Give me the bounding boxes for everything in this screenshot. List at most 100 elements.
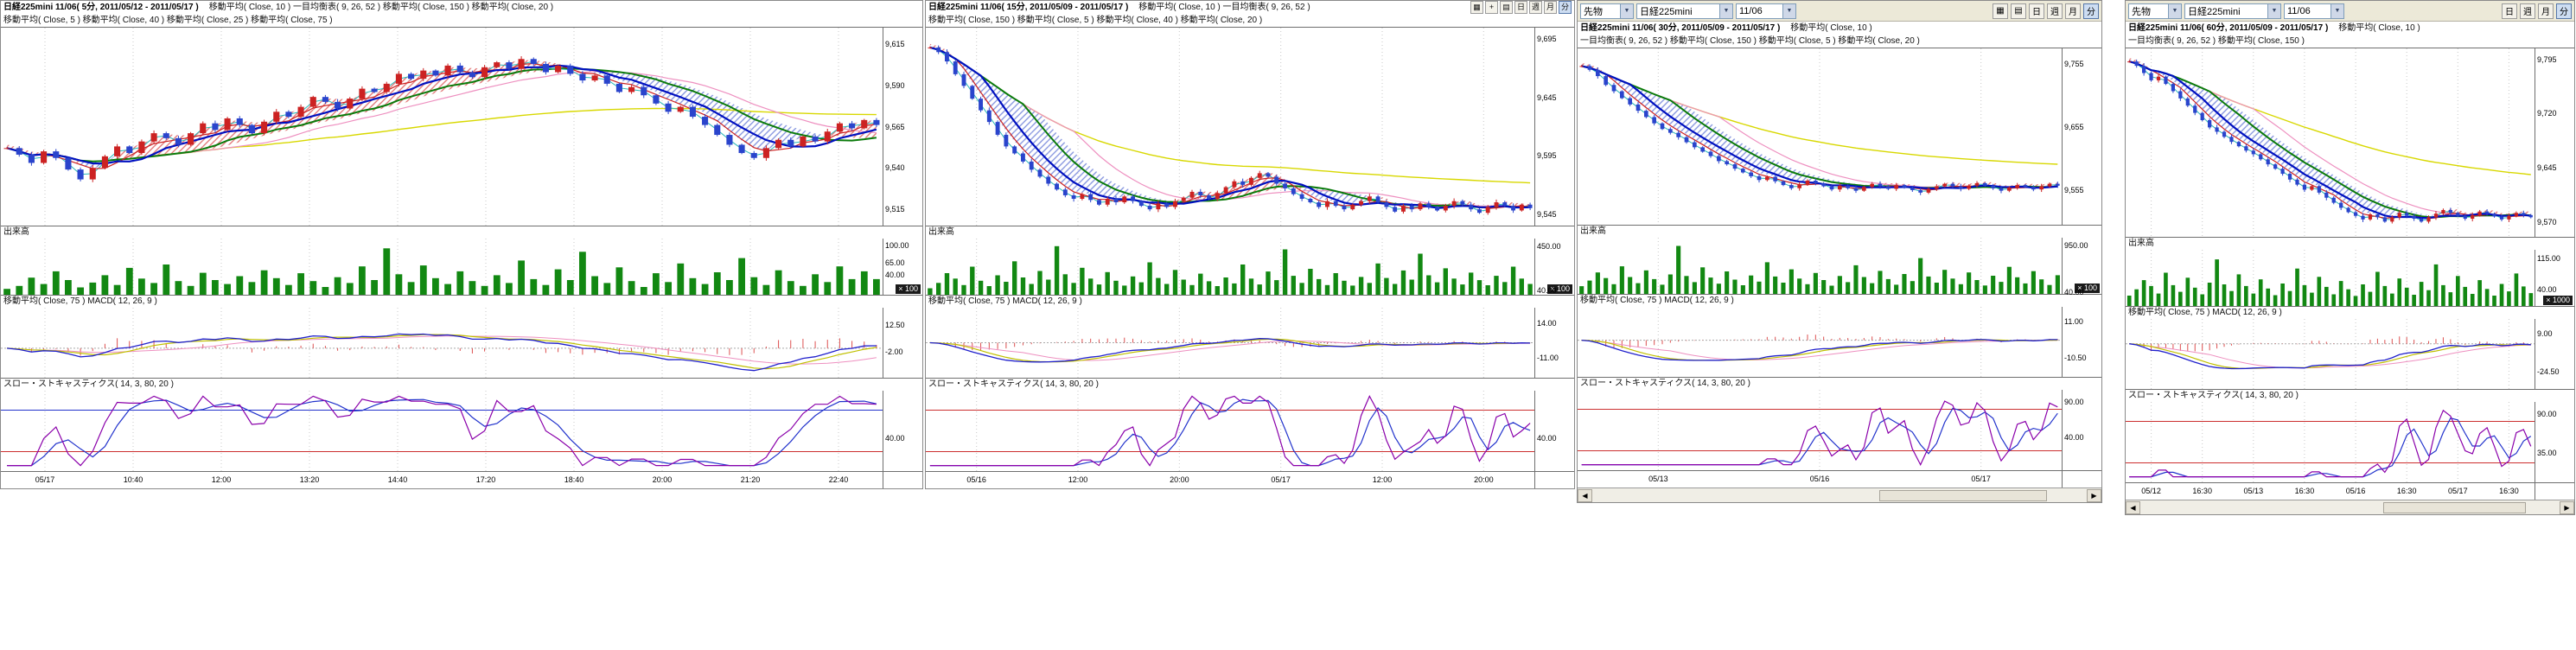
contract-select[interactable]: 11/06 ▼ xyxy=(2284,3,2344,19)
period-month-button[interactable]: 月 xyxy=(1544,1,1557,14)
indicator-legend-2: 一目均衡表( 9, 26, 52 ) 移動平均( Close, 150 ) xyxy=(2128,36,2305,46)
macd-tick: -10.50 xyxy=(2064,353,2087,362)
chart-title: 日経225mini 11/06( 5分, 2011/05/12 - 2011/0… xyxy=(3,3,199,12)
stochastics-axis: 90.00 40.00 xyxy=(2062,390,2101,470)
horizontal-scrollbar[interactable]: ◀ ▶ xyxy=(1578,488,2101,502)
print-icon[interactable]: ▤ xyxy=(1500,1,1513,14)
scrollbar-thumb[interactable] xyxy=(1878,489,2048,501)
category-select[interactable]: 先物 ▼ xyxy=(1580,3,1634,19)
volume-chart[interactable] xyxy=(2126,250,2535,306)
scrollbar-track[interactable] xyxy=(2140,501,2560,514)
legend-row-1: 日経225mini 11/06( 60分, 2011/05/09 - 2011/… xyxy=(2126,22,2574,35)
scrollbar-track[interactable] xyxy=(1592,489,2087,502)
price-tick: 9,570 xyxy=(2537,218,2557,227)
volume-axis: × 100 450.00 40.00 xyxy=(1534,239,1574,295)
crosshair-icon[interactable]: + xyxy=(1485,1,1498,14)
stochastics-chart[interactable] xyxy=(1,391,883,471)
time-label: 05/17 xyxy=(1271,475,1291,484)
legend-row-2: 移動平均( Close, 150 ) 移動平均( Close, 5 ) 移動平均… xyxy=(926,14,1574,27)
volume-canvas xyxy=(3,239,880,295)
horizontal-scrollbar[interactable]: ◀ ▶ xyxy=(2126,500,2574,514)
time-label: 16:30 xyxy=(2499,487,2519,495)
price-tick: 9,645 xyxy=(1537,92,1557,102)
period-minute-button[interactable]: 分 xyxy=(2083,3,2099,19)
period-week-button[interactable]: 週 xyxy=(2520,3,2535,19)
window-mini-toolbar: ▦ + ▤ 日 週 月 分 xyxy=(1470,1,1572,14)
period-day-button[interactable]: 日 xyxy=(2029,3,2044,19)
time-label: 05/17 xyxy=(35,475,55,484)
stochastics-label: スロー・ストキャスティクス( 14, 3, 80, 20 ) xyxy=(1580,379,1750,388)
stochastics-canvas xyxy=(2126,402,2535,482)
macd-tick: -2.00 xyxy=(885,347,903,357)
price-chart[interactable] xyxy=(1,28,883,226)
price-axis: 9,755 9,655 9,555 xyxy=(2062,48,2101,225)
stochastics-label: スロー・ストキャスティクス( 14, 3, 80, 20 ) xyxy=(928,379,1099,389)
macd-label: 移動平均( Close, 75 ) MACD( 12, 26, 9 ) xyxy=(2128,308,2282,317)
period-day-button[interactable]: 日 xyxy=(1514,1,1527,14)
scroll-left-icon[interactable]: ◀ xyxy=(2126,500,2140,514)
symbol-select-value: 日経225mini xyxy=(1640,6,1693,17)
period-month-button[interactable]: 月 xyxy=(2538,3,2554,19)
symbol-select[interactable]: 日経225mini ▼ xyxy=(2184,3,2281,19)
macd-axis: 9.00 -24.50 xyxy=(2535,319,2574,389)
price-tick: 9,645 xyxy=(2537,163,2557,173)
stochastics-axis: 90.00 35.00 xyxy=(2535,402,2574,482)
chevron-down-icon: ▼ xyxy=(1620,3,1633,18)
time-label: 05/17 xyxy=(2448,487,2468,495)
contract-select[interactable]: 11/06 ▼ xyxy=(1736,3,1796,19)
indicator-legend-1: 移動平均( Close, 10 ) 一目均衡表( 9, 26, 52 ) 移動平… xyxy=(208,3,554,12)
chart-grid-icon[interactable]: ▦ xyxy=(1470,1,1483,14)
period-month-button[interactable]: 月 xyxy=(2065,3,2081,19)
window-toolbar: 先物 ▼ 日経225mini ▼ 11/06 ▼ 日 週 月 分 xyxy=(2126,1,2574,22)
volume-chart[interactable] xyxy=(1578,238,2062,294)
price-tick: 9,755 xyxy=(2064,60,2084,69)
time-axis: 05/12 16:30 05/13 16:30 05/16 16:30 05/17 16:30 xyxy=(2126,482,2574,500)
period-minute-button[interactable]: 分 xyxy=(1559,1,1572,14)
volume-tick: 115.00 xyxy=(2537,253,2560,263)
indicator-legend-1: 移動平均( Close, 10 ) xyxy=(1790,23,1872,33)
macd-tick: 14.00 xyxy=(1537,318,1557,328)
macd-chart[interactable] xyxy=(926,308,1534,378)
price-chart[interactable] xyxy=(2126,48,2535,237)
time-label: 05/13 xyxy=(2243,487,2264,495)
period-minute-button[interactable]: 分 xyxy=(2556,3,2572,19)
stochastics-chart[interactable] xyxy=(926,391,1534,471)
print-icon[interactable]: ▤ xyxy=(2011,3,2026,19)
volume-chart[interactable] xyxy=(1,239,883,295)
volume-tick: 65.00 xyxy=(885,258,905,268)
scroll-left-icon[interactable]: ◀ xyxy=(1578,488,1592,502)
time-label: 16:30 xyxy=(2192,487,2212,495)
macd-chart[interactable] xyxy=(1578,307,2062,377)
stochastics-axis: 40.00 xyxy=(883,391,922,471)
volume-unit-badge: × 100 xyxy=(896,284,921,294)
macd-chart[interactable] xyxy=(1,308,883,378)
volume-unit-badge: × 100 xyxy=(1547,284,1572,294)
volume-tick: 100.00 xyxy=(885,241,909,251)
time-label: 05/16 xyxy=(1809,475,1830,483)
price-chart[interactable] xyxy=(1578,48,2062,225)
period-week-button[interactable]: 週 xyxy=(1529,1,1542,14)
volume-label: 出来高 xyxy=(928,227,954,237)
legend-row-2: 移動平均( Close, 5 ) 移動平均( Close, 40 ) 移動平均(… xyxy=(1,14,922,27)
symbol-select[interactable]: 日経225mini ▼ xyxy=(1636,3,1733,19)
chart-window-5min: 日経225mini 11/06( 5分, 2011/05/12 - 2011/0… xyxy=(0,0,923,489)
price-chart[interactable] xyxy=(926,28,1534,226)
macd-tick: 11.00 xyxy=(2064,317,2083,327)
period-week-button[interactable]: 週 xyxy=(2047,3,2063,19)
chart-grid-icon[interactable]: ▦ xyxy=(1993,3,2008,19)
price-canvas xyxy=(2127,48,2533,237)
chevron-down-icon: ▼ xyxy=(2331,3,2343,18)
scroll-right-icon[interactable]: ▶ xyxy=(2560,500,2574,514)
scroll-right-icon[interactable]: ▶ xyxy=(2087,488,2101,502)
period-day-button[interactable]: 日 xyxy=(2502,3,2517,19)
indicator-legend-2: 移動平均( Close, 5 ) 移動平均( Close, 40 ) 移動平均(… xyxy=(3,16,333,25)
price-canvas xyxy=(928,28,1533,226)
scrollbar-thumb[interactable] xyxy=(2383,501,2527,513)
stochastics-chart[interactable] xyxy=(1578,390,2062,470)
macd-chart[interactable] xyxy=(2126,319,2535,389)
stochastics-canvas xyxy=(1578,390,2062,470)
price-tick: 9,720 xyxy=(2537,109,2557,118)
stochastics-chart[interactable] xyxy=(2126,402,2535,482)
volume-chart[interactable] xyxy=(926,239,1534,295)
category-select[interactable]: 先物 ▼ xyxy=(2128,3,2182,19)
